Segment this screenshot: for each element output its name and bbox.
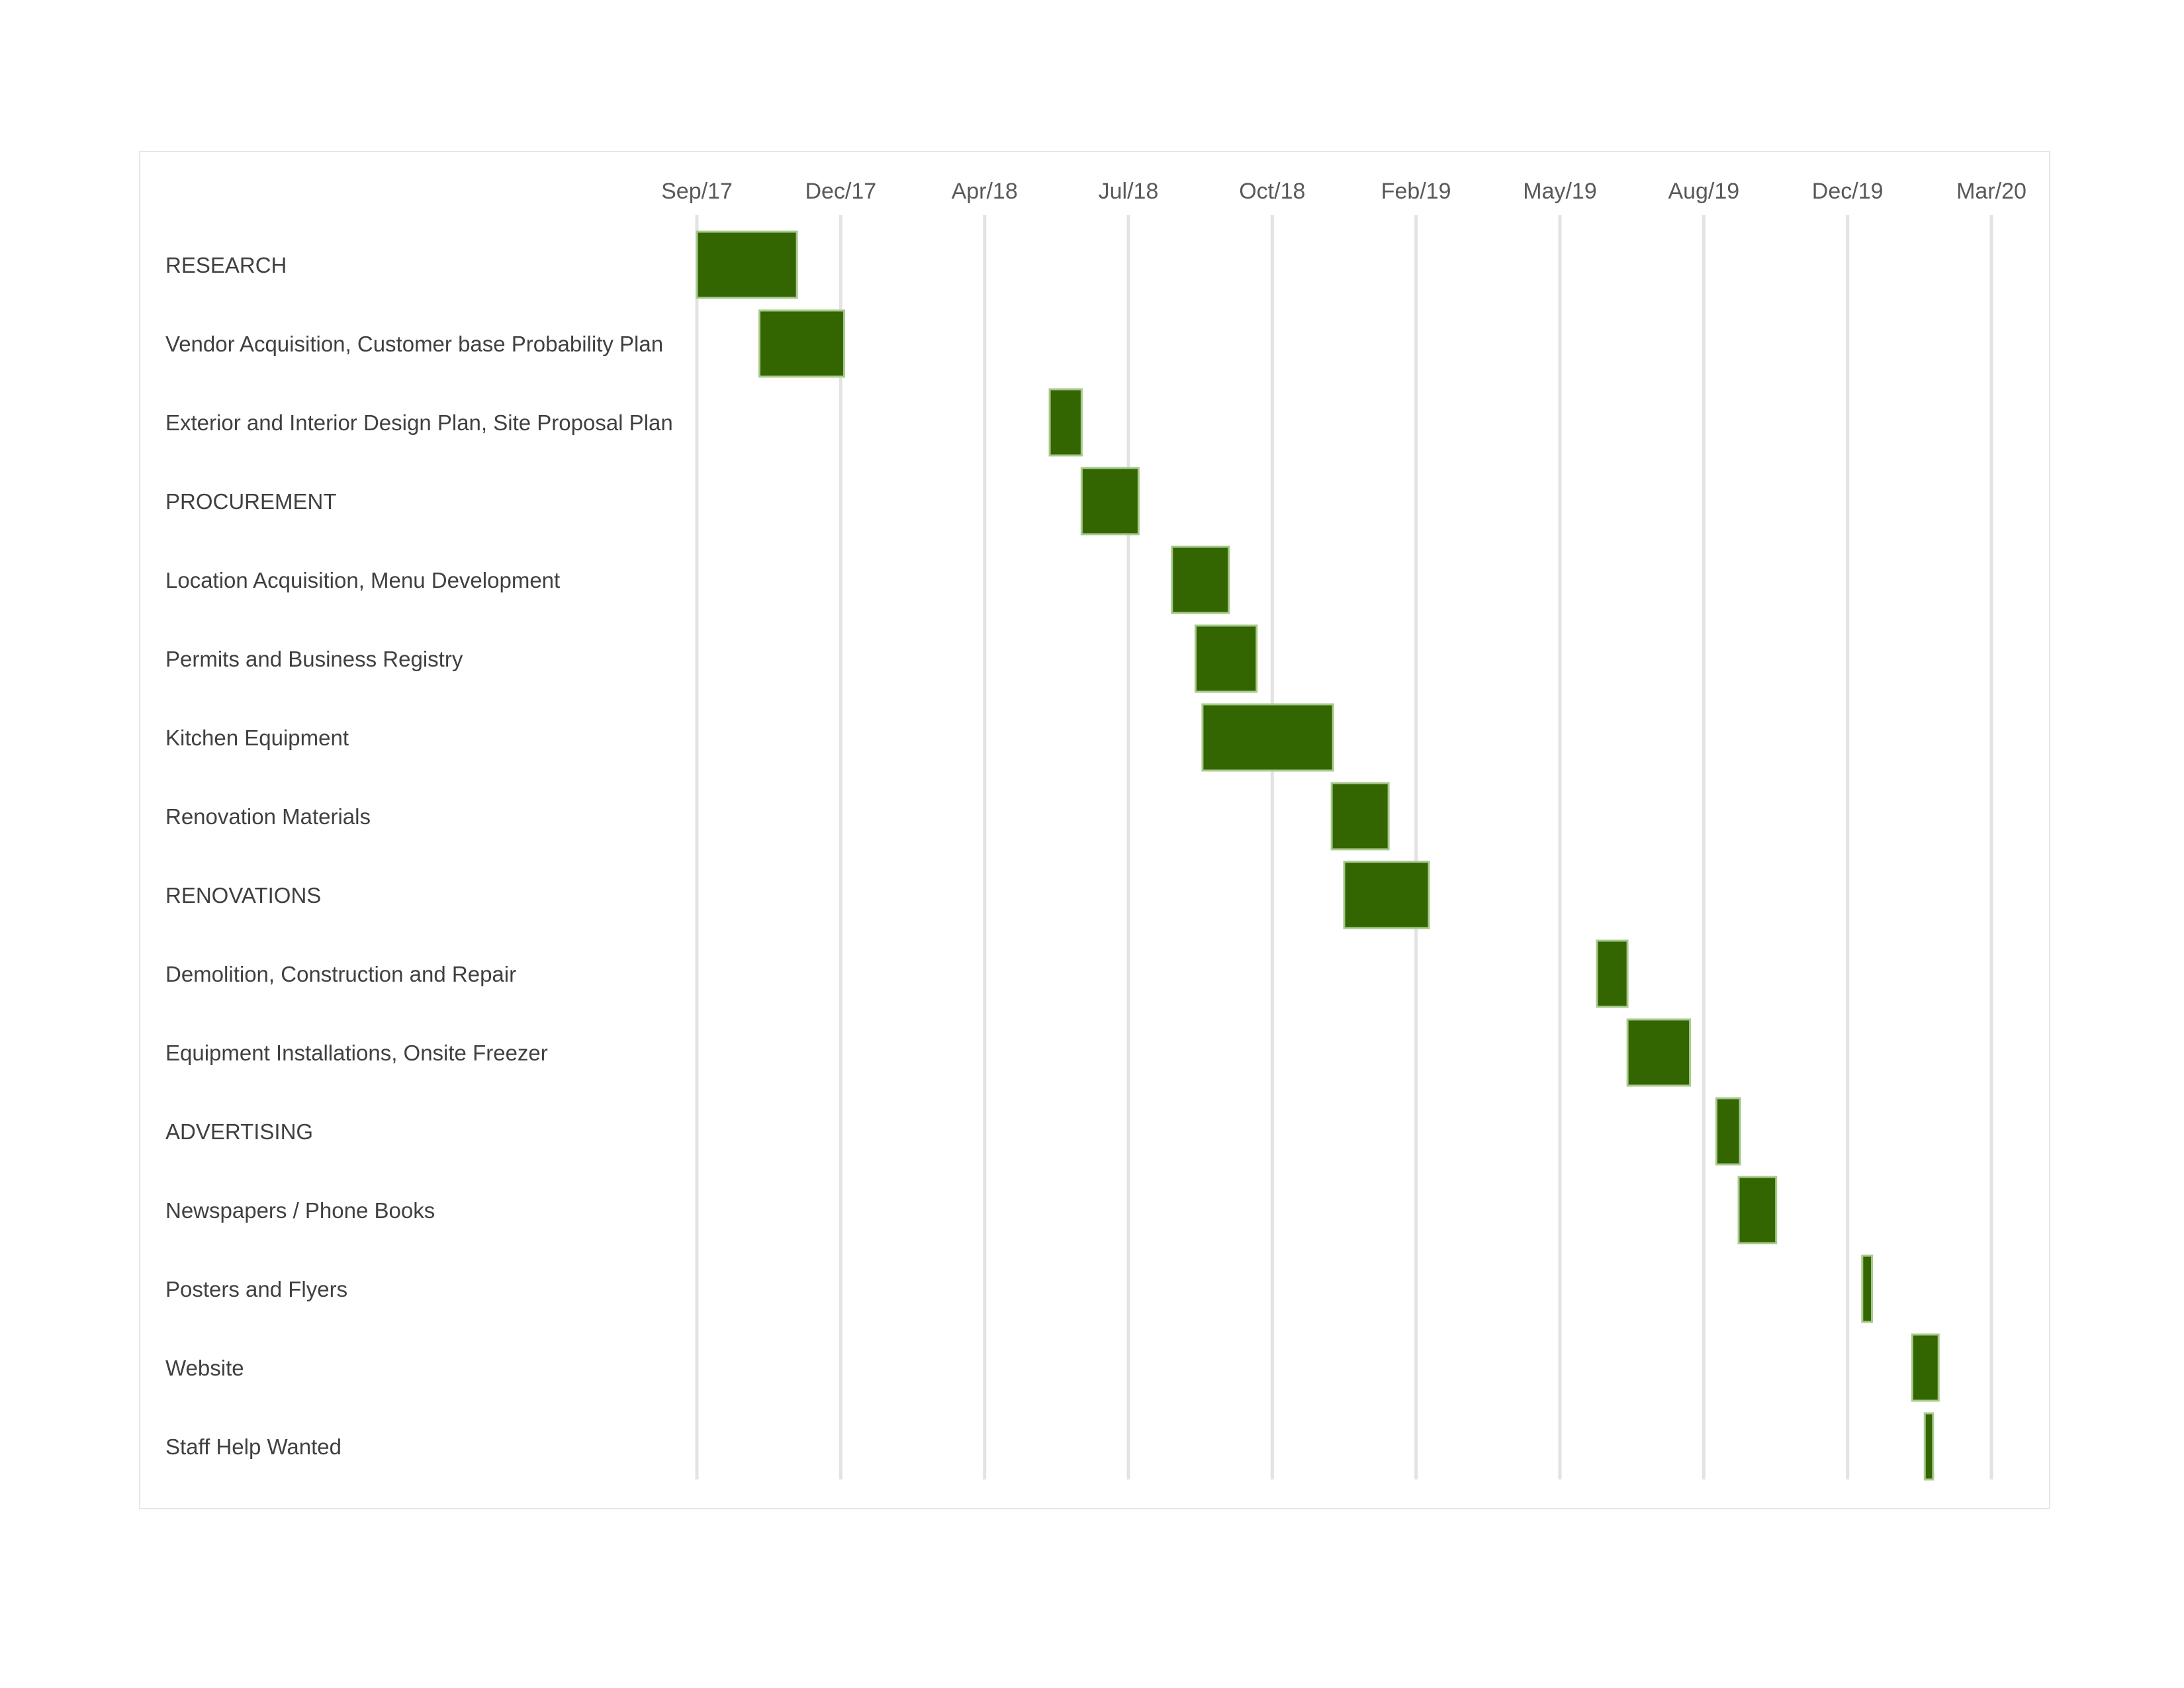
x-tick-label: Sep/17 (661, 179, 733, 204)
task-label: Staff Help Wanted (165, 1434, 341, 1459)
x-tick-label: Feb/19 (1381, 179, 1451, 204)
task-bars (696, 230, 1940, 1481)
task-bar (1861, 1254, 1874, 1323)
x-tick-label: Apr/18 (952, 179, 1018, 204)
task-label: Kitchen Equipment (165, 726, 349, 750)
task-bar (1048, 388, 1083, 457)
grid-lines (695, 215, 1993, 1479)
x-tick-label: Aug/19 (1668, 179, 1739, 204)
task-label: RESEARCH (165, 253, 287, 277)
task-bar (1330, 782, 1390, 851)
task-label: Location Acquisition, Menu Development (165, 568, 560, 592)
task-bar (1201, 703, 1334, 772)
task-label: PROCUREMENT (165, 489, 337, 514)
task-bar (1171, 545, 1230, 614)
x-tick-label: Jul/18 (1099, 179, 1159, 204)
task-labels: RESEARCH Vendor Acquisition, Customer bas… (165, 253, 673, 1459)
x-tick-label: Dec/19 (1812, 179, 1884, 204)
task-bar (696, 230, 798, 299)
task-label: Equipment Installations, Onsite Freezer (165, 1041, 548, 1065)
task-label: RENOVATIONS (165, 883, 321, 908)
task-bar (758, 309, 845, 378)
task-label: Vendor Acquisition, Customer base Probab… (165, 332, 663, 356)
task-bar (1343, 861, 1430, 929)
task-bar (1080, 467, 1140, 536)
task-label: ADVERTISING (165, 1119, 313, 1144)
task-label: Renovation Materials (165, 804, 371, 829)
gantt-chart: Sep/17 Dec/17 Apr/18 Jul/18 Oct/18 Feb/19 May/… (139, 151, 2050, 1509)
task-label: Permits and Business Registry (165, 647, 463, 671)
task-label: Website (165, 1356, 244, 1380)
task-bar (1737, 1176, 1778, 1244)
x-tick-label: May/19 (1523, 179, 1597, 204)
x-tick-label: Dec/17 (805, 179, 876, 204)
task-bar (1626, 1018, 1692, 1087)
task-bar (1923, 1412, 1934, 1481)
task-label: Newspapers / Phone Books (165, 1198, 435, 1223)
x-tick-label: Mar/20 (1956, 179, 2026, 204)
x-axis-tick-labels: Sep/17 Dec/17 Apr/18 Jul/18 Oct/18 Feb/19 May/… (661, 179, 2026, 204)
task-bar (1596, 939, 1629, 1008)
task-label: Demolition, Construction and Repair (165, 962, 516, 986)
task-bar (1911, 1333, 1940, 1402)
task-label: Exterior and Interior Design Plan, Site … (165, 410, 673, 435)
task-label: Posters and Flyers (165, 1277, 347, 1301)
task-bar (1715, 1097, 1741, 1166)
chart-canvas: Sep/17 Dec/17 Apr/18 Jul/18 Oct/18 Feb/19 May/… (165, 179, 2026, 1481)
x-tick-label: Oct/18 (1239, 179, 1305, 204)
task-bar (1194, 624, 1258, 693)
